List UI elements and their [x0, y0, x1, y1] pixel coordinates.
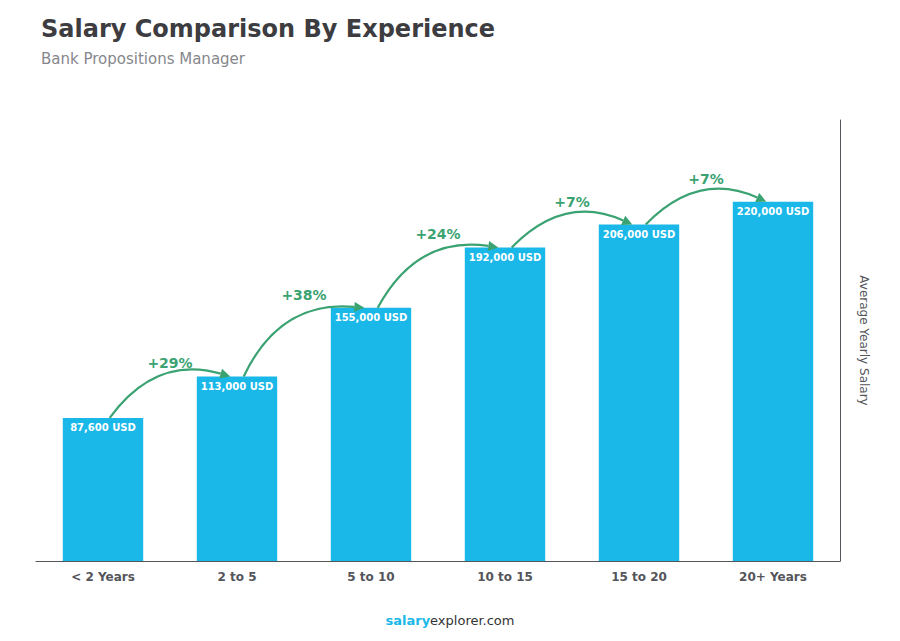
- svg-text:+38%: +38%: [281, 287, 326, 303]
- svg-text:206,000 USD: 206,000 USD: [603, 229, 676, 240]
- svg-text:explorer.com: explorer.com: [430, 613, 514, 628]
- svg-text:Bank Propositions Manager: Bank Propositions Manager: [41, 50, 246, 68]
- svg-text:220,000 USD: 220,000 USD: [737, 206, 810, 217]
- svg-text:+7%: +7%: [554, 194, 590, 210]
- svg-text:< 2 Years: < 2 Years: [71, 570, 135, 584]
- svg-text:salary: salary: [385, 613, 430, 628]
- svg-text:87,600 USD: 87,600 USD: [70, 422, 136, 433]
- svg-text:+24%: +24%: [415, 226, 460, 242]
- svg-text:192,000 USD: 192,000 USD: [469, 252, 542, 263]
- svg-text:2 to 5: 2 to 5: [217, 570, 256, 584]
- svg-text:+29%: +29%: [147, 355, 192, 371]
- svg-text:Average Yearly Salary: Average Yearly Salary: [857, 275, 871, 405]
- svg-text:155,000 USD: 155,000 USD: [335, 312, 408, 323]
- svg-text:10 to 15: 10 to 15: [477, 570, 533, 584]
- svg-text:+7%: +7%: [688, 171, 724, 187]
- svg-text:20+ Years: 20+ Years: [739, 570, 807, 584]
- svg-text:Salary Comparison By Experienc: Salary Comparison By Experience: [41, 15, 495, 43]
- svg-text:5 to 10: 5 to 10: [347, 570, 394, 584]
- svg-text:15 to 20: 15 to 20: [611, 570, 667, 584]
- svg-text:113,000 USD: 113,000 USD: [201, 381, 274, 392]
